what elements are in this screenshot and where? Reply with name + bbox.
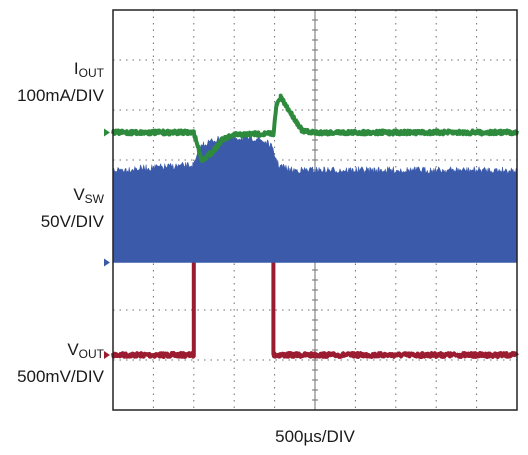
i-out-scale: 100mA/DIV [17,86,104,105]
v-sw-name: VSW [73,185,104,206]
ground-marker-v-sw [104,258,110,267]
v-sw-scale: 50V/DIV [40,212,104,231]
trace-i-out [111,230,519,359]
x-axis-label: 500µs/DIV [275,427,355,446]
v-out-scale: 500mV/DIV [17,367,104,386]
trace-v-out [111,93,519,163]
trace-v-sw [112,133,518,263]
plot-frame [112,9,518,411]
ground-marker-v-out [104,128,110,137]
ground-marker-i-out [104,351,110,359]
traces [111,93,519,359]
v-out-name: VOUT [67,340,104,361]
ground-markers [104,128,110,359]
i-out-name: IOUT [73,59,104,80]
